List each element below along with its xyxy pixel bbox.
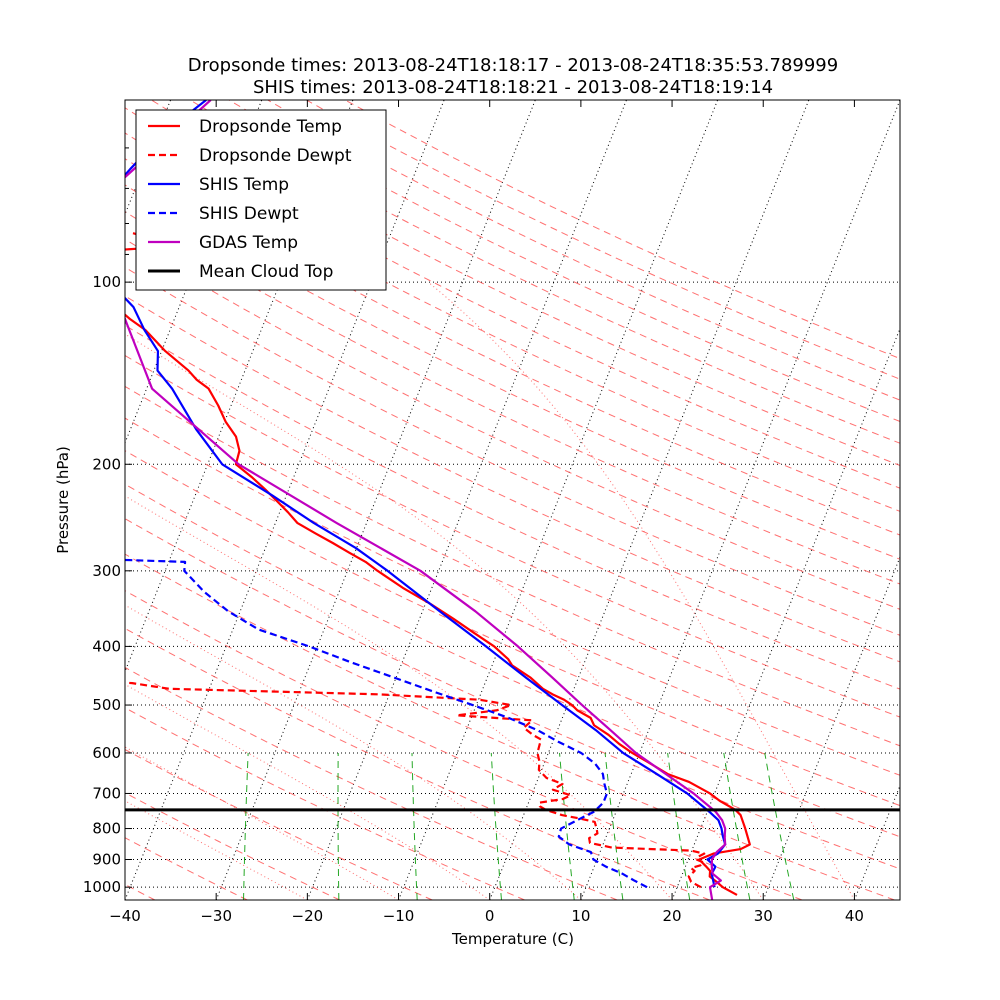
x-axis: −40 −30 −20 −10 0 10 20 30 40 — [109, 100, 864, 925]
legend-label: GDAS Temp — [199, 233, 298, 253]
legend: Dropsonde Temp Dropsonde Dewpt SHIS Temp SH… — [135, 109, 387, 291]
mixing-ratio-line — [411, 752, 418, 900]
series-dropsonde-dewpt — [125, 681, 706, 889]
dry-adiabat-line — [125, 483, 900, 838]
legend-label: Dropsonde Dewpt — [199, 146, 352, 166]
y-tick-label: 400 — [92, 637, 121, 655]
series-layer — [125, 100, 751, 900]
y-tick-label: 300 — [92, 562, 121, 580]
mixing-ratio-line — [337, 752, 340, 900]
dry-adiabat-line — [125, 518, 900, 870]
series-shis-temp — [125, 100, 727, 888]
dry-adiabat-line — [125, 211, 900, 585]
series-shis-dewpt — [125, 558, 648, 889]
legend-label: SHIS Dewpt — [199, 204, 299, 224]
y-tick-label: 800 — [92, 820, 121, 838]
x-tick-label: 10 — [571, 907, 590, 925]
dry-adiabat-line — [125, 748, 433, 900]
legend-box — [135, 109, 387, 291]
background-lines — [125, 100, 900, 900]
mixing-ratio-line — [604, 752, 624, 900]
mixing-ratio-line — [490, 752, 502, 900]
dry-adiabat-line — [125, 837, 248, 900]
x-tick-label: −30 — [200, 907, 232, 925]
plot-frame — [124, 99, 901, 901]
mixing-ratio-line — [243, 752, 249, 900]
x-axis-label: Temperature (C) — [451, 930, 574, 948]
y-tick-label: 900 — [92, 850, 121, 868]
dry-adiabat-line — [125, 450, 900, 807]
y-tick-label: 100 — [92, 273, 121, 291]
moist-adiabat-line — [427, 281, 855, 900]
y-tick-label: 700 — [92, 784, 121, 802]
chart-title-line-2: SHIS times: 2013-08-24T18:18:21 - 2013-0… — [253, 77, 773, 98]
y-tick-label: 1000 — [83, 878, 121, 896]
mixing-ratio-line — [559, 752, 575, 900]
x-tick-label: −10 — [383, 907, 415, 925]
mixing-ratio-line — [764, 752, 795, 900]
x-tick-label: 30 — [754, 907, 773, 925]
legend-label: SHIS Temp — [199, 175, 289, 195]
plot-area — [125, 100, 900, 900]
x-tick-label: −20 — [292, 907, 324, 925]
dry-adiabat-line — [125, 385, 900, 747]
chart-title-line-1: Dropsonde times: 2013-08-24T18:18:17 - 2… — [188, 55, 838, 76]
y-tick-label: 200 — [92, 455, 121, 473]
legend-label: Dropsonde Temp — [199, 117, 342, 137]
dry-adiabat-line — [125, 627, 710, 900]
series-gdas-temp — [125, 100, 727, 900]
x-tick-label: 40 — [845, 907, 864, 925]
y-tick-label: 600 — [92, 744, 121, 762]
dry-adiabat-line — [125, 132, 900, 512]
dry-adiabat-line — [125, 707, 525, 900]
dry-adiabat-line — [125, 238, 900, 610]
dry-adiabat-line — [125, 666, 618, 900]
x-tick-label: 20 — [663, 907, 682, 925]
y-tick-label: 500 — [92, 696, 121, 714]
series-dropsonde-temp — [125, 232, 751, 896]
mixing-ratio-line — [723, 752, 751, 900]
dry-adiabat-line — [125, 354, 900, 718]
mixing-ratio-line — [667, 752, 691, 900]
dry-adiabat-line — [125, 158, 900, 536]
dry-adiabat-line — [125, 590, 803, 900]
x-tick-label: −40 — [109, 907, 141, 925]
y-axis: 100 200 300 400 500 600 700 800 900 1000 — [83, 99, 132, 896]
moist-adiabat-line — [125, 333, 764, 900]
x-tick-label: 0 — [485, 907, 495, 925]
dry-adiabat-line — [125, 295, 900, 663]
legend-label: Mean Cloud Top — [199, 262, 333, 282]
y-axis-label: Pressure (hPa) — [54, 446, 72, 554]
